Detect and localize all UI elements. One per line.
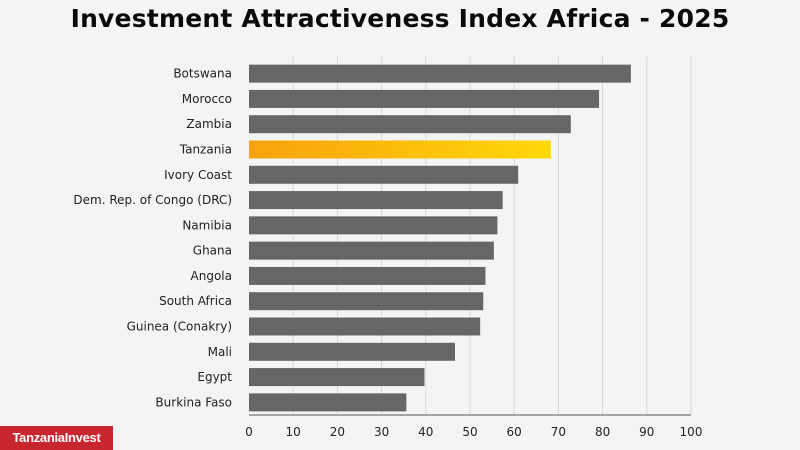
bar-angola [249,266,486,285]
bar-guinea-conakry- [249,317,481,336]
y-category-label: Dem. Rep. of Congo (DRC) [73,193,232,207]
bar-botswana [249,64,631,83]
x-tick-label: 10 [286,425,301,439]
y-category-label: Ghana [193,244,232,258]
x-tick-label: 60 [507,425,522,439]
y-category-label: South Africa [159,294,232,308]
y-category-label: Morocco [182,92,232,106]
x-tick-label: 50 [462,425,477,439]
x-tick-label: 30 [374,425,389,439]
x-tick-label: 90 [639,425,654,439]
y-category-label: Mali [208,345,232,359]
tanzaniainvest-logo: TanzaniaInvest [0,426,113,450]
y-category-label: Zambia [186,117,232,131]
y-category-label: Botswana [173,67,232,81]
bar-egypt [249,368,425,387]
y-category-label: Angola [191,269,232,283]
y-category-label: Ivory Coast [164,168,232,182]
bar-ghana [249,241,494,260]
x-tick-label: 40 [418,425,433,439]
x-tick-label: 80 [595,425,610,439]
y-category-label: Tanzania [179,143,232,157]
bar-south-africa [249,292,484,311]
bar-morocco [249,89,600,108]
x-tick-label: 70 [551,425,566,439]
x-tick-label: 20 [330,425,345,439]
y-category-label: Burkina Faso [155,395,232,409]
bar-burkina-faso [249,393,407,412]
chart-title: Investment Attractiveness Index Africa -… [70,4,730,33]
bar-tanzania [249,140,551,159]
x-tick-label: 100 [680,425,703,439]
bar-dem-rep-of-congo-drc- [249,191,503,210]
y-category-label: Egypt [197,370,232,384]
y-category-label: Guinea (Conakry) [127,320,232,334]
bar-mali [249,342,455,361]
y-category-label: Namibia [182,218,232,232]
bar-namibia [249,216,498,235]
bar-ivory-coast [249,165,519,184]
bar-zambia [249,115,571,134]
x-tick-label: 0 [245,425,253,439]
